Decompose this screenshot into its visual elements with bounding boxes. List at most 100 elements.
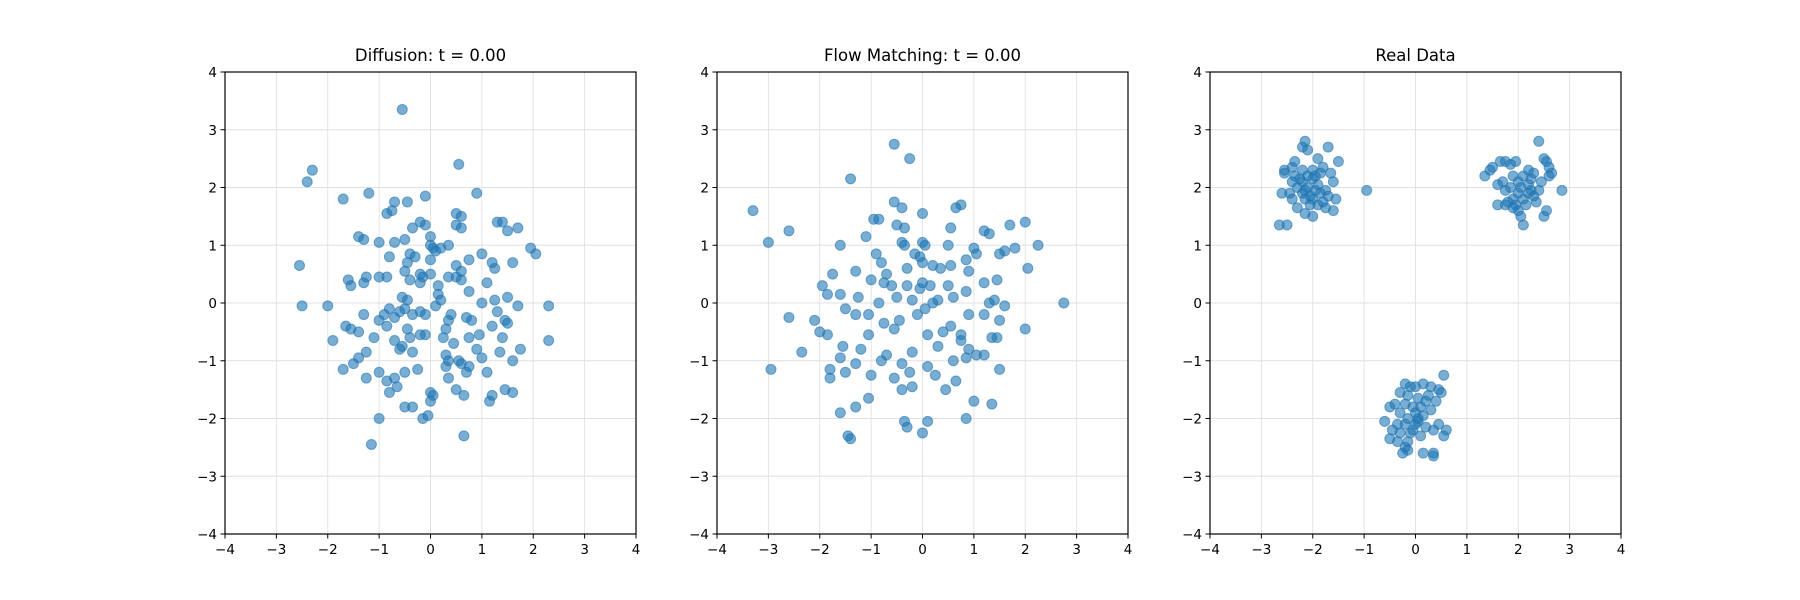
data-point (1438, 369, 1450, 381)
data-point (1309, 170, 1321, 182)
data-point (473, 329, 485, 341)
data-point (955, 199, 967, 211)
data-point (543, 335, 555, 347)
data-point (502, 225, 514, 237)
data-point (358, 277, 370, 289)
data-point (399, 233, 411, 245)
data-point (970, 349, 982, 361)
y-tick-label: −4 (197, 527, 217, 543)
data-point (1417, 447, 1429, 459)
data-point (1520, 199, 1532, 211)
data-point (1332, 156, 1344, 168)
x-tick-label: 0 (426, 542, 435, 558)
data-point (1525, 184, 1537, 196)
data-point (383, 251, 395, 263)
data-point (399, 303, 411, 315)
data-point (1556, 184, 1568, 196)
data-point (947, 291, 959, 303)
data-point (1004, 219, 1016, 231)
x-tick-label: 1 (1463, 542, 1472, 558)
data-point (363, 187, 375, 199)
data-point (494, 346, 506, 358)
data-point (419, 329, 431, 341)
data-point (373, 236, 385, 248)
data-point (899, 239, 911, 251)
data-point (878, 317, 890, 329)
x-tick-label: 4 (1617, 542, 1626, 558)
y-tick-label: −3 (689, 469, 709, 485)
data-point (401, 196, 413, 208)
x-tick-label: −4 (215, 542, 235, 558)
data-point (988, 294, 1000, 306)
data-point (850, 358, 862, 370)
data-point (358, 309, 370, 321)
data-point (888, 323, 900, 335)
data-point (1312, 153, 1324, 165)
data-point (947, 355, 959, 367)
data-point (945, 259, 957, 271)
data-point (1425, 404, 1437, 416)
data-point (945, 222, 957, 234)
data-point (389, 335, 401, 347)
y-tick-label: −1 (1182, 354, 1202, 370)
data-point (940, 384, 952, 396)
data-point (489, 262, 501, 274)
data-point (381, 271, 393, 283)
data-point (978, 309, 990, 321)
data-point (476, 297, 488, 309)
data-point (489, 294, 501, 306)
data-point (476, 352, 488, 364)
data-point (1530, 196, 1542, 208)
y-tick-label: 0 (1193, 296, 1202, 312)
data-point (514, 343, 526, 355)
data-point (491, 306, 503, 318)
data-point (875, 355, 887, 367)
x-tick-label: −3 (1251, 542, 1271, 558)
data-point (383, 387, 395, 399)
data-point (796, 346, 808, 358)
data-point (502, 317, 514, 329)
data-point (419, 219, 431, 231)
data-point (914, 283, 926, 295)
x-tick-label: −3 (758, 542, 778, 558)
data-point (1427, 424, 1439, 436)
data-point (1361, 184, 1373, 196)
subplot-title: Diffusion: t = 0.00 (354, 46, 507, 65)
y-tick-label: 4 (1193, 65, 1202, 81)
y-tick-label: 0 (208, 296, 217, 312)
data-point (873, 297, 885, 309)
data-point (1415, 430, 1427, 442)
data-point (970, 248, 982, 260)
data-point (839, 366, 851, 378)
data-point (893, 314, 905, 326)
data-point (860, 231, 872, 243)
data-point (906, 346, 918, 358)
data-point (378, 309, 390, 321)
data-point (458, 389, 470, 401)
data-point (937, 326, 949, 338)
data-point (783, 225, 795, 237)
x-tick-label: −4 (1200, 542, 1220, 558)
data-point (922, 329, 934, 341)
data-point (942, 280, 954, 292)
data-point (1379, 415, 1391, 427)
data-point (1492, 179, 1504, 191)
data-point (1412, 413, 1424, 424)
data-point (919, 239, 931, 251)
data-point (407, 346, 419, 358)
data-point (1322, 141, 1334, 153)
data-point (442, 372, 454, 384)
x-tick-label: 0 (918, 542, 927, 558)
data-point (442, 239, 454, 251)
data-point (425, 395, 436, 407)
subplot-title: Flow Matching: t = 0.00 (823, 46, 1022, 65)
data-point (1435, 387, 1447, 399)
y-tick-label: 1 (1193, 238, 1202, 254)
data-point (837, 340, 849, 352)
y-tick-label: 3 (208, 123, 217, 139)
data-point (850, 401, 862, 413)
data-point (960, 285, 972, 297)
